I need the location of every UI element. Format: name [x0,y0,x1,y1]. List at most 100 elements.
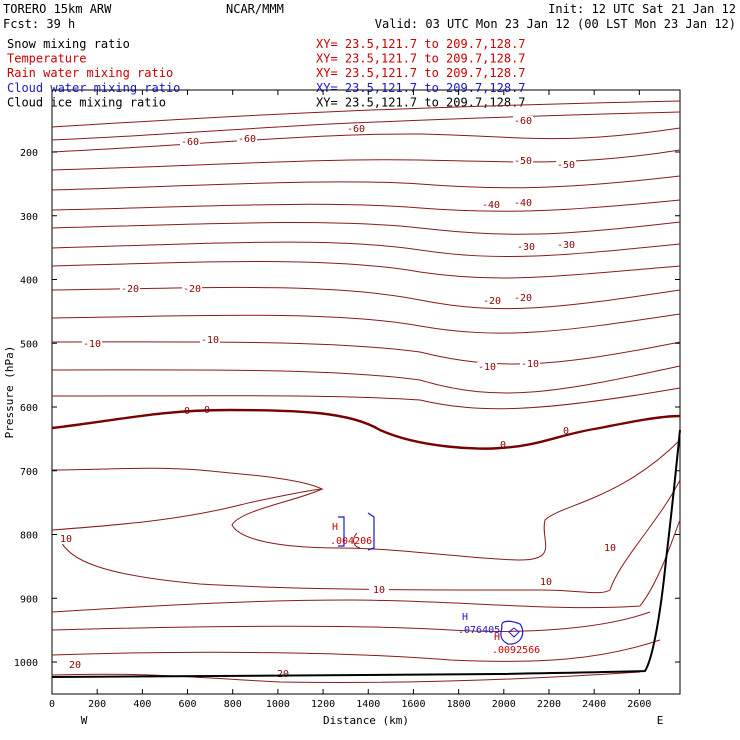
forecast-hour: Fcst: 39 h [3,17,75,31]
cloud-water-contour [500,620,524,645]
contour-label-bg [481,200,501,210]
contour-label: -50 [557,160,575,171]
contour-label: -50 [514,156,532,167]
contour-label: -40 [514,198,532,209]
x-tick-label: 400 [133,699,151,710]
x-end-label-west: W [81,714,88,727]
contour-label-bg [493,440,513,450]
contour-label-bg [200,335,220,345]
contour-label-bg [556,240,576,250]
field-legend: Snow mixing ratio XY= 23.5,121.7 to 209.7… [7,37,526,109]
x-end-label-east: E [657,714,664,727]
x-tick-label: 2400 [582,699,606,710]
temperature-contour-line [51,241,681,258]
contour-label: 10 [540,577,552,588]
temperature-contour-line [51,221,681,235]
y-tick-label: 1000 [14,658,38,669]
temperature-contour-line [51,111,681,141]
contour-label-bg [513,156,533,166]
model-title: TORERO 15km ARW [3,2,112,16]
y-tick-label: 300 [20,212,38,223]
contour-label-bg [600,543,620,553]
contour-label-bg [369,585,389,595]
contour-label-bg [513,293,533,303]
contour-label-bg [556,160,576,170]
legend-field-name: Snow mixing ratio [7,37,130,51]
legend-field-xy: XY= 23.5,121.7 to 209.7,128.7 [316,95,526,109]
x-tick-label: 1000 [266,699,290,710]
x-tick-label: 2600 [627,699,651,710]
contour-label-bg [180,137,200,147]
plot-frame [51,89,681,695]
contour-label: -60 [181,137,199,148]
legend-field-xy: XY= 23.5,121.7 to 209.7,128.7 [316,66,526,80]
x-tick-label: 2200 [537,699,561,710]
cloud-water-contour [338,516,345,547]
temperature-contour-line [51,611,651,632]
terrain-surface [51,429,681,678]
contour-label: -10 [201,335,219,346]
contour-label: -20 [483,296,501,307]
axes: 0 200 400 600 800 1000 1200 1400 1600 1800 2000 220… [14,90,680,710]
contour-label-bg [482,296,502,306]
contour-label-bg [520,359,540,369]
x-tick-label: 1200 [311,699,335,710]
y-axis-label: Pressure (hPa) [3,346,16,439]
x-tick-label: 1400 [356,699,380,710]
legend-field-name: Cloud water mixing ratio [7,81,180,95]
y-tick-label: 700 [20,467,38,478]
contour-label: 10 [373,585,385,596]
extremum-value: .004206 [330,536,372,547]
temperature-contour-line [51,387,681,410]
legend-field-xy: XY= 23.5,121.7 to 209.7,128.7 [316,81,526,95]
legend-field-name: Cloud ice mixing ratio [7,95,166,109]
x-tick-label: 200 [88,699,106,710]
temperature-contour-line [231,439,681,561]
terrain-line [51,429,681,678]
temperature-contour-line [51,639,661,662]
contour-label: -60 [347,124,365,135]
temperature-contour-line [51,149,681,171]
y-tick-label: 500 [20,339,38,350]
contour-label: 10 [60,534,72,545]
contour-label-bg [477,362,497,372]
x-tick-label: 600 [179,699,197,710]
freezing-level-contour [51,408,681,450]
rain-water-contour [353,532,361,549]
temperature-contour-line [51,261,681,279]
temperature-contour-line [51,286,681,310]
contour-label: -40 [482,200,500,211]
temperature-contour-line [51,671,641,684]
extremum-marker: H [462,612,468,623]
contour-label: -20 [183,284,201,295]
contour-label-bg [82,339,102,349]
y-tick-label: 400 [20,276,38,287]
contour-label-bg [556,426,576,436]
temperature-contours [51,100,681,684]
temperature-contour-line [51,313,681,334]
extremum-value: .076405 [458,625,500,636]
x-axis-label: Distance (km) [323,714,409,727]
contour-label-bg [536,577,556,587]
temperature-contour-line [51,467,324,531]
x-tick-label: 2000 [492,699,516,710]
legend-field-name: Rain water mixing ratio [7,66,173,80]
contour-label: -10 [83,339,101,350]
contour-label: 20 [277,669,289,680]
contour-label: -60 [514,116,532,127]
contour-label-bg [182,284,202,294]
contour-label-bg [346,124,366,134]
x-tick-label: 1600 [401,699,425,710]
temperature-contour-line [51,519,681,613]
contour-label: -10 [521,359,539,370]
y-tick-label: 200 [20,148,38,159]
cloud-water-contour [367,512,375,551]
contour-label: -30 [557,240,575,251]
y-tick-label: 900 [20,594,38,605]
temperature-contour-line [51,199,681,212]
contour-label: 10 [604,543,616,554]
cloud-water-contour [508,627,520,638]
temperature-contour-line [51,175,681,191]
